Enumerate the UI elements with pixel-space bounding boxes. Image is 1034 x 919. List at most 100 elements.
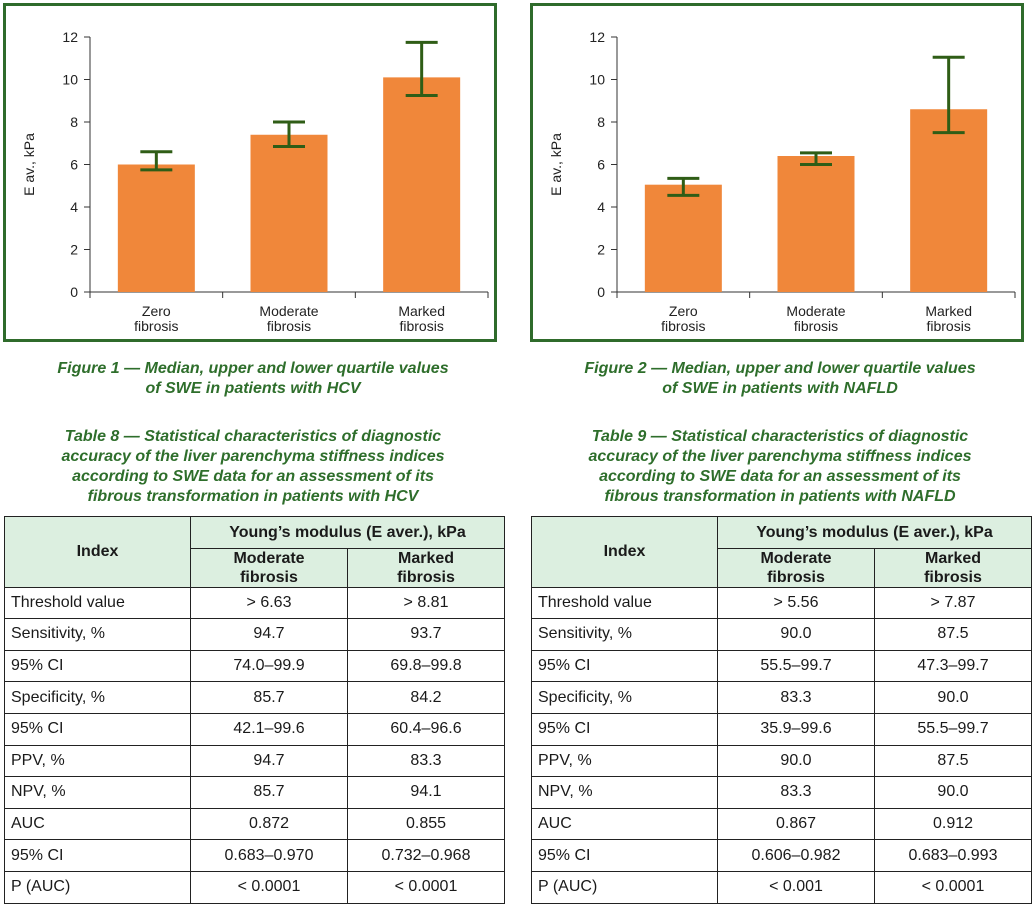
y-tick-label: 0 [597, 284, 605, 300]
figure-2-caption-line2: of SWE in patients with NAFLD [662, 380, 898, 397]
y-tick-label: 0 [70, 284, 78, 300]
y-tick-label: 6 [70, 157, 78, 173]
table-9-body: Threshold value > 5.56 > 7.87 Sensitivity, … [531, 586, 1032, 904]
y-axis-label: E av., kPa [548, 133, 564, 196]
y-tick-label: 2 [597, 242, 605, 258]
marked-value-cell: 90.0 [874, 681, 1032, 714]
table-row: 95% CI 35.9–99.6 55.5–99.7 [531, 712, 1032, 746]
row-index-cell: NPV, % [4, 776, 191, 809]
row-index-cell: Specificity, % [4, 681, 191, 714]
x-tick-label: Zero [669, 303, 698, 319]
header-moderate-line1: Moderate [233, 549, 305, 567]
row-index-cell: AUC [4, 807, 191, 841]
table-row: PPV, % 90.0 87.5 [531, 744, 1032, 778]
x-tick-label: Marked [398, 303, 445, 319]
marked-value-cell: < 0.0001 [874, 870, 1032, 904]
table-row: P (AUC) < 0.001 < 0.0001 [531, 870, 1032, 904]
table-row: 95% CI 42.1–99.6 60.4–96.6 [4, 712, 505, 746]
marked-value-cell: 60.4–96.6 [347, 712, 505, 746]
y-tick-label: 12 [62, 29, 78, 45]
x-tick-label: Zero [142, 303, 171, 319]
moderate-value-cell: 94.7 [190, 744, 348, 778]
table-row: Specificity, % 85.7 84.2 [4, 681, 505, 714]
table-row: AUC 0.867 0.912 [531, 807, 1032, 841]
figure-2-caption: Figure 2 — Median, upper and lower quart… [530, 359, 1030, 399]
table-8: Index Young’s modulus (E aver.), kPa Mod… [4, 516, 505, 904]
table-row: Specificity, % 83.3 90.0 [531, 681, 1032, 714]
moderate-value-cell: 85.7 [190, 776, 348, 809]
y-tick-label: 8 [597, 114, 605, 130]
moderate-value-cell: 0.683–0.970 [190, 839, 348, 872]
table-row: Threshold value > 6.63 > 8.81 [4, 586, 505, 620]
moderate-value-cell: 0.872 [190, 807, 348, 841]
x-tick-label: fibrosis [794, 318, 838, 334]
row-index-cell: 95% CI [4, 839, 191, 872]
row-index-cell: 95% CI [4, 649, 191, 683]
marked-value-cell: > 8.81 [347, 586, 505, 620]
moderate-value-cell: 94.7 [190, 618, 348, 651]
row-index-cell: AUC [531, 807, 718, 841]
header-marked-line1: Marked [924, 549, 982, 567]
moderate-value-cell: > 5.56 [717, 586, 875, 620]
moderate-value-cell: 83.3 [717, 776, 875, 809]
marked-value-cell: 84.2 [347, 681, 505, 714]
header-moderate: Moderate fibrosis [190, 547, 348, 588]
table-row: AUC 0.872 0.855 [4, 807, 505, 841]
figure-1-chart: 0 2 4 6 8 10 12 E av., kPa Zero fibrosis Moderate f… [3, 3, 497, 342]
table-8-caption-line: fibrous transformation in patients with … [87, 488, 419, 505]
bar [383, 77, 461, 292]
table-9-caption-line: accuracy of the liver parenchyma stiffne… [588, 448, 972, 465]
table-8-caption-line: Table 8 — Statistical characteristics of… [64, 428, 442, 445]
table-row: NPV, % 83.3 90.0 [531, 776, 1032, 809]
figure-2-caption-line1: Figure 2 — Median, upper and lower quart… [584, 360, 976, 377]
marked-value-cell: 55.5–99.7 [874, 712, 1032, 746]
bar [250, 134, 328, 292]
header-moderate: Moderate fibrosis [717, 547, 875, 588]
moderate-value-cell: 83.3 [717, 681, 875, 714]
y-tick-label: 8 [70, 114, 78, 130]
table-row: 95% CI 0.606–0.982 0.683–0.993 [531, 839, 1032, 872]
marked-value-cell: < 0.0001 [347, 870, 505, 904]
marked-value-cell: 87.5 [874, 744, 1032, 778]
header-marked-line2: fibrosis [397, 568, 455, 586]
marked-value-cell: 0.912 [874, 807, 1032, 841]
marked-value-cell: 83.3 [347, 744, 505, 778]
y-tick-label: 6 [597, 157, 605, 173]
x-tick-label: Moderate [786, 303, 845, 319]
row-index-cell: 95% CI [531, 839, 718, 872]
header-marked: Marked fibrosis [347, 547, 505, 588]
marked-value-cell: 90.0 [874, 776, 1032, 809]
header-marked-line2: fibrosis [924, 568, 982, 586]
moderate-value-cell: 90.0 [717, 618, 875, 651]
figure-2-chart: 0 2 4 6 8 10 12 E av., kPa Zero fibrosis Moderate f… [530, 3, 1024, 342]
bar [117, 164, 195, 292]
x-tick-label: fibrosis [267, 318, 311, 334]
y-tick-label: 10 [589, 72, 605, 88]
x-tick-label: Moderate [259, 303, 318, 319]
marked-value-cell: 47.3–99.7 [874, 649, 1032, 683]
moderate-value-cell: 0.867 [717, 807, 875, 841]
table-9: Index Young’s modulus (E aver.), kPa Mod… [531, 516, 1032, 904]
table-9-caption-line: Table 9 — Statistical characteristics of… [591, 428, 969, 445]
moderate-value-cell: 42.1–99.6 [190, 712, 348, 746]
marked-value-cell: 0.855 [347, 807, 505, 841]
table-9-caption-line: fibrous transformation in patients with … [604, 488, 956, 505]
table-row: P (AUC) < 0.0001 < 0.0001 [4, 870, 505, 904]
bar [644, 184, 722, 292]
row-index-cell: Specificity, % [531, 681, 718, 714]
moderate-value-cell: 35.9–99.6 [717, 712, 875, 746]
x-tick-label: fibrosis [399, 318, 443, 334]
moderate-value-cell: < 0.0001 [190, 870, 348, 904]
header-group: Young’s modulus (E aver.), kPa [190, 516, 505, 549]
bar [910, 109, 988, 292]
row-index-cell: P (AUC) [531, 870, 718, 904]
moderate-value-cell: 74.0–99.9 [190, 649, 348, 683]
row-index-cell: 95% CI [4, 712, 191, 746]
marked-value-cell: 0.732–0.968 [347, 839, 505, 872]
moderate-value-cell: > 6.63 [190, 586, 348, 620]
figure-1-caption-line1: Figure 1 — Median, upper and lower quart… [57, 360, 449, 377]
y-tick-label: 4 [597, 199, 605, 215]
row-index-cell: PPV, % [4, 744, 191, 778]
table-row: PPV, % 94.7 83.3 [4, 744, 505, 778]
